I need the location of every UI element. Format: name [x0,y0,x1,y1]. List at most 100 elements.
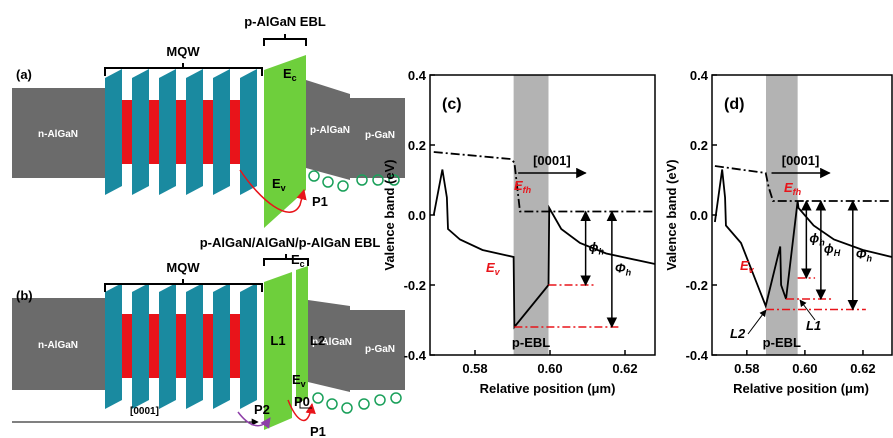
ebl-label: p-AlGaN/AlGaN/p-AlGaN EBL [200,235,381,250]
y-axis-label: Valence band (eV) [382,159,397,270]
shaded-region [766,75,798,355]
x-tick-label: 0.60 [792,361,817,376]
ec-main: E [283,66,292,81]
barrier [240,69,257,195]
panel-label: (d) [724,96,744,113]
y-tick-label: 0.4 [408,68,427,83]
barrier [186,69,203,195]
annotation-pointer [748,310,766,334]
x-tick-label: 0.60 [537,361,562,376]
arrow-label-main: Φ [615,260,626,275]
y-tick-label: 0.0 [690,208,708,223]
annotation-main: E [514,178,523,193]
y-tick-label: -0.4 [404,348,427,363]
arrow-label-sub: h [867,253,873,263]
panel-label: (a) [16,67,32,82]
barrier [132,283,149,409]
direction-label: [0001] [533,153,571,168]
barrier [105,283,122,409]
annotation-sub: v [495,267,501,277]
brace [264,34,306,46]
mqw [105,283,257,409]
barrier [240,283,257,409]
barrier [186,283,203,409]
ev-main: E [292,372,301,387]
annotation-main: E [740,258,749,273]
barrier [159,283,176,409]
l2-label: L2 [310,333,325,348]
well [176,100,186,164]
annotation-main: L1 [806,318,821,333]
annotation-sub: fh [793,187,802,197]
barrier [105,69,122,195]
x-tick-label: 0.62 [612,361,637,376]
y-axis-label: Valence band (eV) [664,159,679,270]
layer-label: p-AlGaN [310,125,350,136]
annotation-main: E [486,260,495,275]
y-tick-label: 0.0 [408,208,426,223]
holes [313,393,401,413]
path-label: P1 [312,194,328,209]
arrow-label: ϕh [589,239,605,256]
y-tick-label: 0.4 [690,68,709,83]
layer-label: p-GaN [365,344,395,355]
arrow-label-sub: h [598,246,604,256]
series-line [715,170,892,307]
arrow-label-sub: H [834,248,841,258]
annotation: Ev [740,258,755,275]
annotation-main: L2 [730,326,746,341]
x-tick-label: 0.58 [734,361,759,376]
ec-sub: c [292,73,297,83]
ec-sub: c [300,259,305,269]
brace [105,279,262,292]
arrow-label: ϕH [824,241,841,258]
x-tick-label: 0.62 [850,361,875,376]
arrow-label: Φh [615,260,632,277]
mqw-label: MQW [166,260,200,275]
ev-sub: v [301,379,306,389]
path-label: P1 [310,424,326,438]
series-line [715,166,892,201]
arrow-label: Φh [856,246,873,263]
well [149,100,159,164]
arrow-label-main: ϕ [589,239,599,254]
ev-sub: v [281,183,286,193]
mqw [105,69,257,195]
x-tick-label: 0.58 [462,361,487,376]
annotation-sub: fh [523,185,532,195]
barrier [213,69,230,195]
plot-frame [712,75,892,355]
well [122,100,132,164]
y-tick-label: -0.4 [686,348,709,363]
y-tick-label: -0.2 [686,278,708,293]
x-axis-label: Relative position (μm) [733,381,869,396]
y-tick-label: 0.2 [408,138,426,153]
band-diagrams: (a) MQW p-AlGaN EBL n-AlGaN p-AlGaN p-Ga… [12,14,405,438]
direction-label: [0001] [782,153,820,168]
shaded-region [514,75,549,355]
arrow-label-sub: h [626,267,632,277]
arrow-label: ϕh [809,231,825,248]
y-tick-label: 0.2 [690,138,708,153]
annotation: L1 [806,318,821,333]
direction-label: [0001] [130,406,159,417]
well [149,314,159,378]
panel-label: (b) [16,288,33,303]
well [230,100,240,164]
panel-label: (c) [442,96,462,113]
y-tick-label: -0.2 [404,278,426,293]
well [203,100,213,164]
ec-label: Ec [291,252,305,269]
arrow-label-main: Φ [856,246,867,261]
well [230,314,240,378]
path-label: P0 [294,394,310,409]
annotation: Ev [486,260,501,277]
layer-label: n-AlGaN [38,129,78,140]
well [176,314,186,378]
well [122,314,132,378]
arrow-label-main: ϕ [809,231,819,246]
layer-label: n-AlGaN [38,340,78,351]
mqw-label: MQW [166,44,200,59]
barrier [213,283,230,409]
